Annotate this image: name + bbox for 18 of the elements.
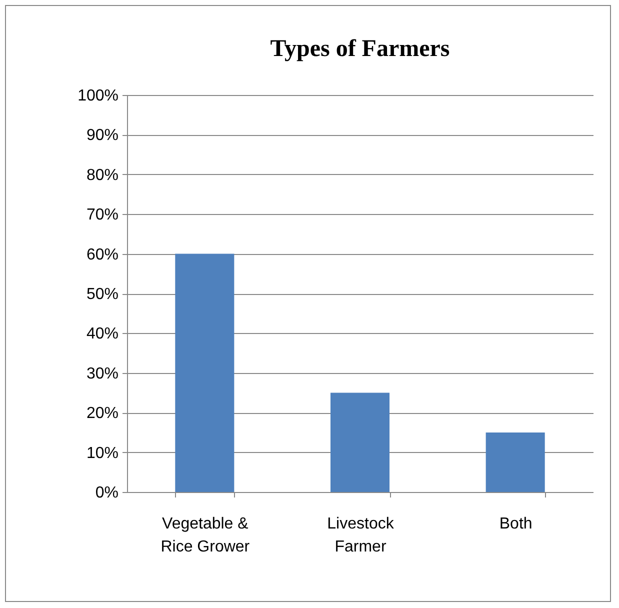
- y-tick-label: 0%: [95, 484, 118, 502]
- y-tick-label: 100%: [78, 88, 118, 104]
- bar: [175, 254, 234, 492]
- y-tick-label: 50%: [86, 286, 118, 303]
- y-tick-label: 90%: [86, 127, 118, 144]
- y-tick-label: 20%: [86, 405, 118, 422]
- y-tick-label: 10%: [86, 444, 118, 462]
- bar: [330, 392, 390, 492]
- x-tick-label: Vegetable & Rice Grower: [160, 516, 250, 556]
- y-tick-label: 80%: [86, 166, 118, 184]
- x-tick-label: Livestock Farmer: [327, 516, 395, 556]
- y-tick-label: 70%: [86, 206, 118, 224]
- y-tick-label: 60%: [86, 246, 118, 264]
- x-tick-label: Both: [499, 516, 532, 532]
- chart-title: Types of Farmers: [270, 36, 450, 62]
- y-tick-label: 40%: [86, 326, 118, 343]
- y-tick-label: 30%: [86, 365, 118, 382]
- bar: [486, 432, 545, 492]
